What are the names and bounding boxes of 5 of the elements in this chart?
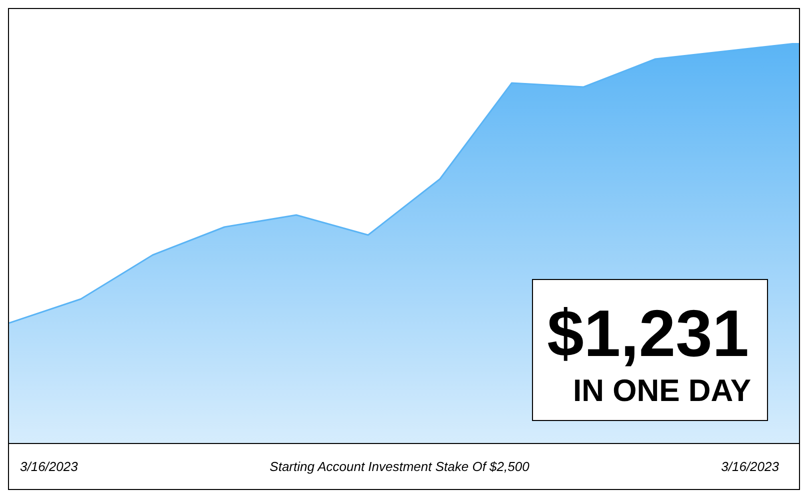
text: 3/16/2023 [721, 459, 779, 474]
annotation: IN ONE DAY [572, 373, 751, 408]
text: 3/16/2023 [20, 459, 78, 474]
annotation: $1,231 [546, 296, 750, 370]
text: Starting Account Investment Stake Of $2,500 [270, 459, 530, 474]
